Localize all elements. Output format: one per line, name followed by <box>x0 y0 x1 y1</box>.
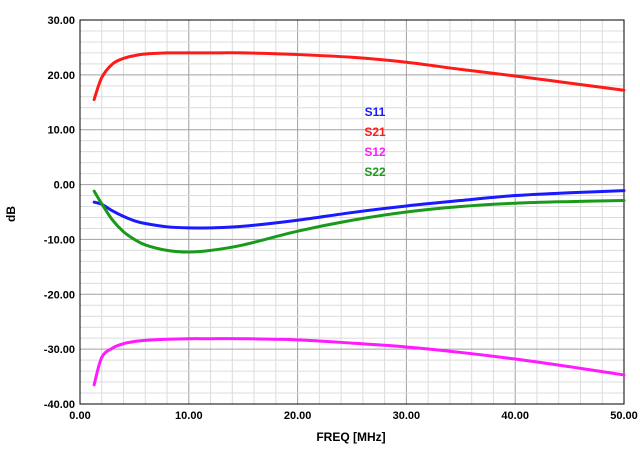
y-tick-labels: 30.00 20.00 10.00 0.00 -10.00 -20.00 -30.00 -40… <box>44 15 75 411</box>
x-tick-label: 20.00 <box>284 410 312 422</box>
plot-border <box>79 19 625 405</box>
y-axis-title: dB <box>4 206 18 222</box>
x-tick-label: 30.00 <box>393 410 421 422</box>
x-tick-label: 50.00 <box>610 410 638 422</box>
series-group <box>92 51 626 387</box>
x-tick-labels: 0.00 10.00 20.00 30.00 40.00 50.00 <box>69 410 637 422</box>
x-axis-title: FREQ [MHz] <box>316 430 385 444</box>
legend-entry-s11: S11 <box>365 105 386 119</box>
legend: S11 S21 S12 S22 <box>364 105 386 179</box>
series-line-s11 <box>92 189 626 230</box>
y-tick-label: -40.00 <box>44 399 75 411</box>
plot-frame <box>79 19 625 405</box>
y-tick-label: 0.00 <box>54 180 75 192</box>
x-tick-label: 10.00 <box>175 410 203 422</box>
legend-entry-s22: S22 <box>364 165 386 179</box>
x-tick-label: 0.00 <box>69 410 90 422</box>
legend-entry-s21: S21 <box>364 125 386 139</box>
series-line-s22 <box>92 189 626 254</box>
y-tick-label: 10.00 <box>47 125 75 137</box>
series-line-s21 <box>92 51 626 102</box>
y-tick-label: 30.00 <box>47 15 75 27</box>
y-tick-label: -30.00 <box>44 344 75 356</box>
series-line-s12 <box>92 337 626 387</box>
legend-entry-s12: S12 <box>364 145 386 159</box>
x-tick-label: 40.00 <box>501 410 529 422</box>
y-tick-label: 20.00 <box>47 70 75 82</box>
y-tick-label: -20.00 <box>44 289 75 301</box>
y-tick-label: -10.00 <box>44 234 75 246</box>
